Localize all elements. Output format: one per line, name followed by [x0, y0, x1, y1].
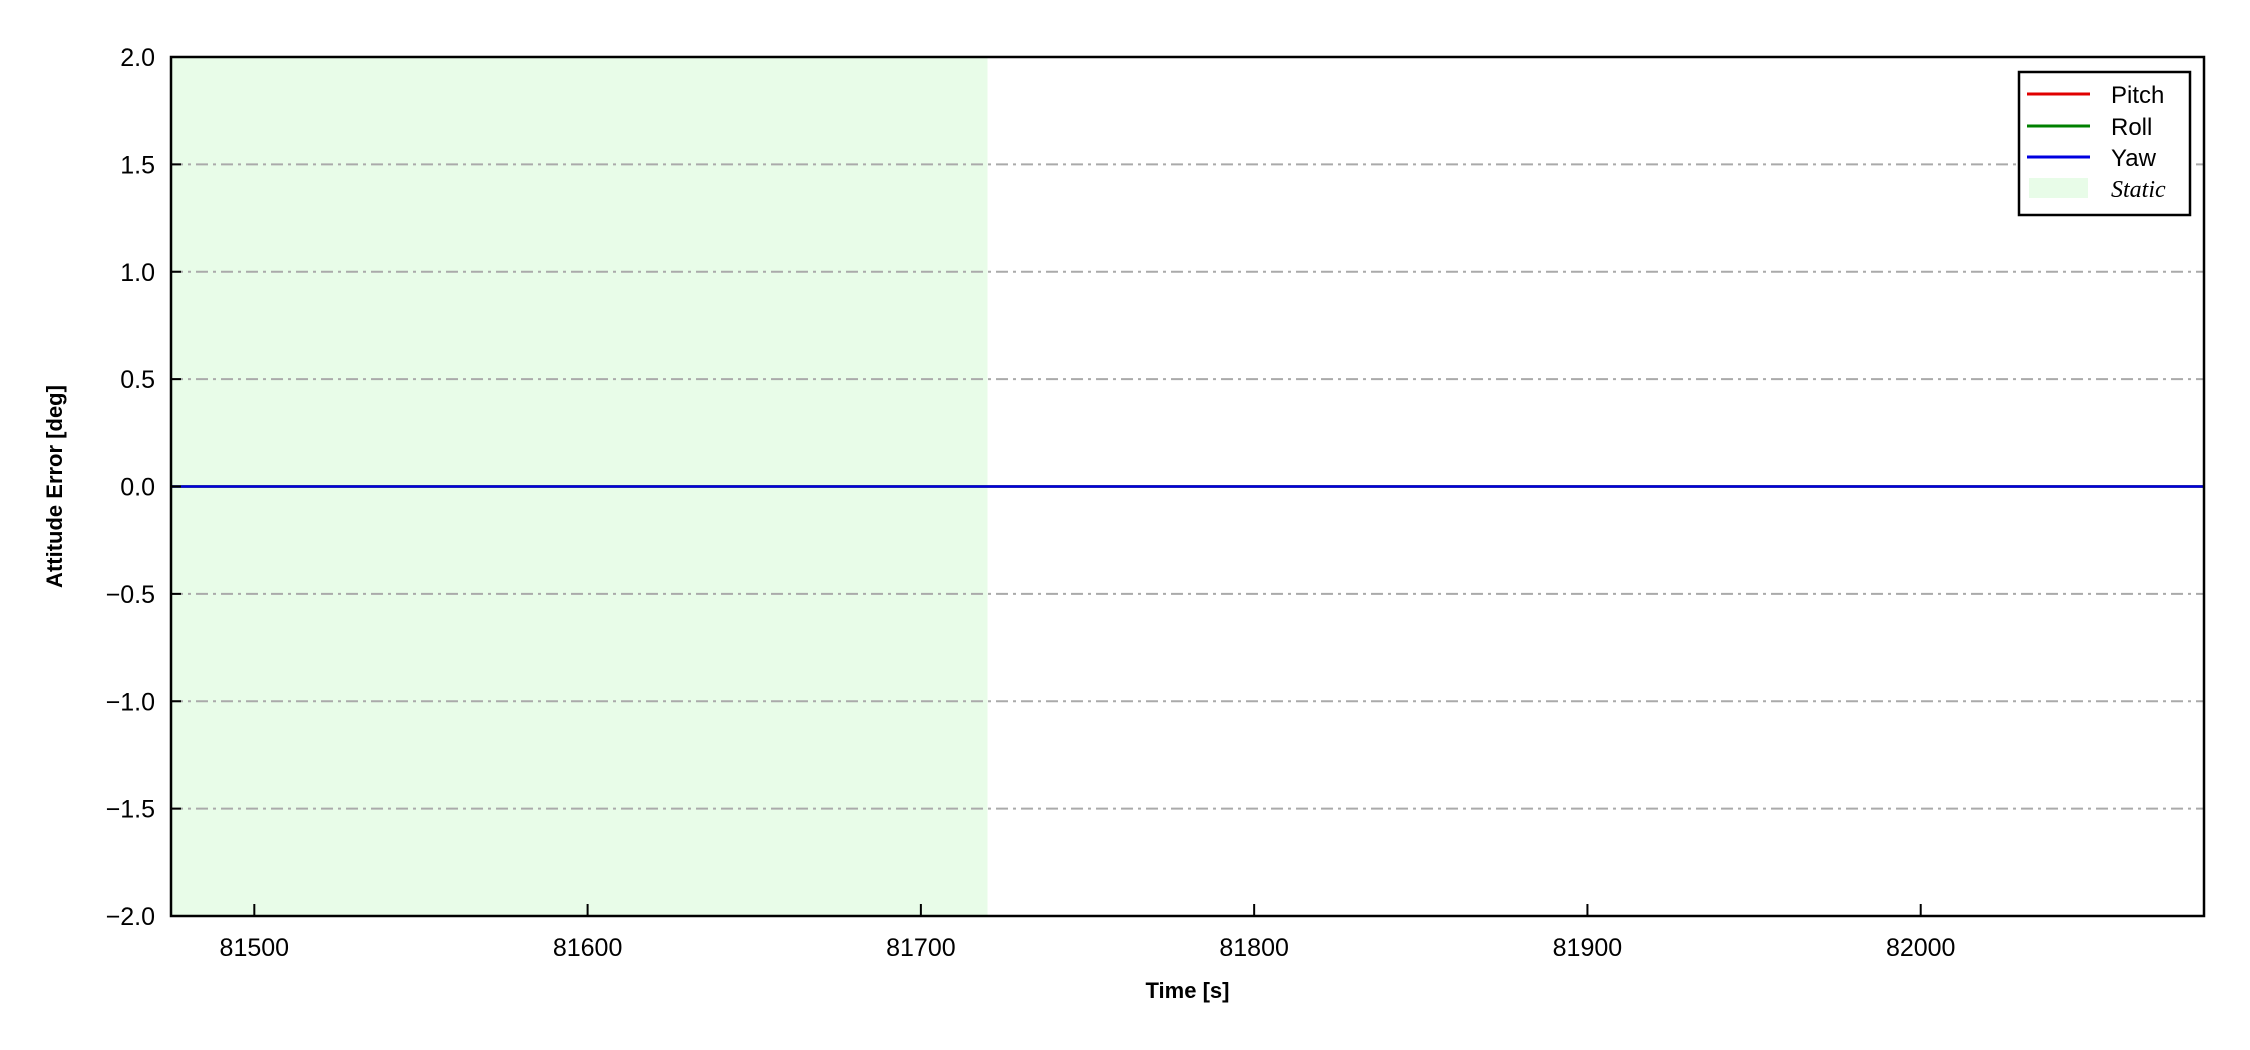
y-tick-label: 1.5	[120, 151, 155, 179]
y-tick-label: 0.5	[120, 366, 155, 394]
y-tick-label: 1.0	[120, 259, 155, 287]
legend-swatch-static	[2029, 178, 2088, 198]
legend-label-static: Static	[2111, 177, 2166, 203]
x-tick-label: 82000	[1886, 934, 1956, 962]
x-tick-label: 81500	[220, 934, 290, 962]
y-tick-label: 0.0	[120, 474, 155, 502]
y-tick-label: 2.0	[120, 44, 155, 72]
x-axis-label: Time [s]	[1146, 978, 1230, 1003]
legend-label-yaw: Yaw	[2111, 145, 2157, 172]
axis-ticks: −2.0 −1.5 −1.0 −0.5 0.0 0.5 1.0 1.5 2.0 81500 8160…	[106, 44, 1956, 962]
y-tick-label: −1.0	[106, 688, 155, 716]
x-tick-label: 81800	[1219, 934, 1289, 962]
x-tick-label: 81600	[553, 934, 623, 962]
y-axis-label: Attitude Error [deg]	[42, 385, 67, 588]
y-tick-label: −2.0	[106, 903, 155, 931]
legend: Pitch Roll Yaw Static	[2017, 70, 2192, 217]
legend-label-roll: Roll	[2111, 114, 2152, 141]
y-tick-label: −1.5	[106, 796, 155, 824]
legend-label-pitch: Pitch	[2111, 82, 2164, 109]
y-tick-label: −0.5	[106, 581, 155, 609]
x-tick-label: 81700	[886, 934, 956, 962]
x-tick-label: 81900	[1553, 934, 1623, 962]
